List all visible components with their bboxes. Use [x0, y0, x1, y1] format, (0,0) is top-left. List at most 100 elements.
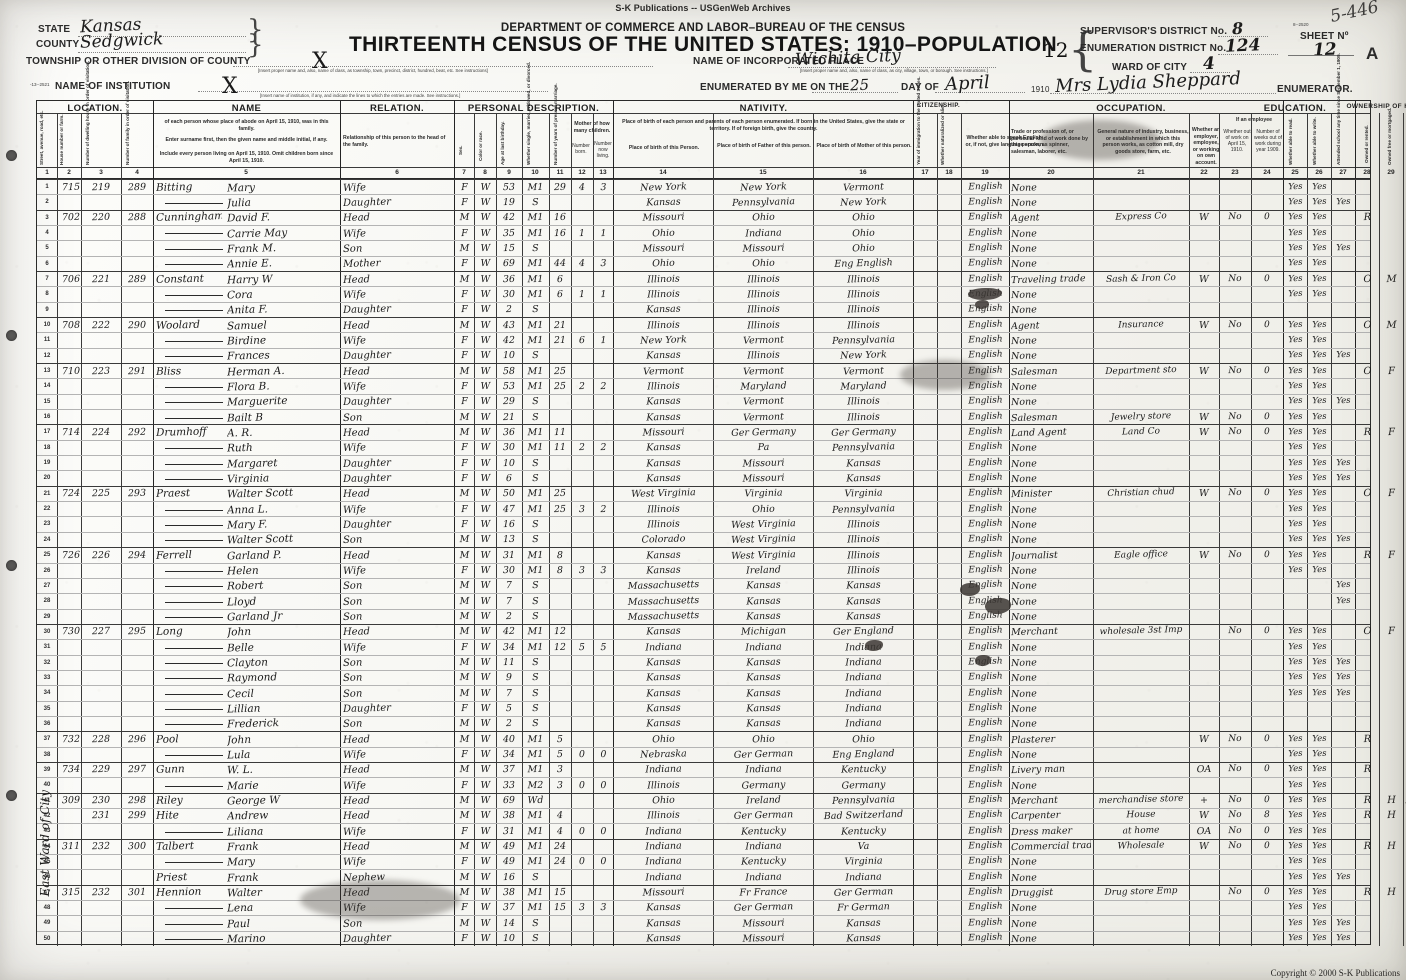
- cell-rel: Daughter: [342, 395, 392, 409]
- table-row[interactable]: 23 Mary F. Daughter F W 16 S Illinois West Virgi…: [37, 516, 1370, 532]
- column-number: 4: [135, 169, 139, 176]
- table-row[interactable]: 12 Frances Daughter F W 10 S Kansas Illinois New …: [37, 347, 1370, 363]
- table-row[interactable]: 11 Birdine Wife F W 42 M1 21 6 1 New York Vermont Pe…: [37, 332, 1370, 347]
- table-row[interactable]: 2 Julia Daughter F W 19 S Kansas Pennsylvania New…: [37, 194, 1370, 209]
- table-row[interactable]: 3 702 220 288 Cunningham David F. Head M W 42 M1 16…: [37, 210, 1406, 226]
- hdr-age: Age at last birthday.: [500, 121, 505, 165]
- table-row[interactable]: 17 714 224 292 Drumhoff A. R. Head M W 36 M1 11 Miss…: [37, 424, 1395, 439]
- table-row[interactable]: 13 710 223 291 Bliss Herman A. Head M W 58 M1 25 Ver…: [37, 363, 1395, 378]
- cell-living: 1: [600, 288, 607, 300]
- cell-read: Yes: [1288, 687, 1303, 698]
- table-row[interactable]: 42 231 299 Hite Andrew Head M W 38 M1 4 Illinois Ger…: [37, 807, 1396, 823]
- table-row[interactable]: 38 Lula Wife F W 34 M1 5 0 0 Nebraska Ger German Eng…: [37, 746, 1370, 762]
- cell-sex: M: [459, 917, 470, 929]
- table-row[interactable]: 31 Belle Wife F W 34 M1 12 5 5 Indiana Indiana India…: [37, 639, 1370, 654]
- column-number: 8: [483, 169, 487, 176]
- table-row[interactable]: 32ClaytonSonMW11SKansasKansasIndianaEngl…: [37, 654, 1370, 670]
- table-row[interactable]: 39 734 229 297 Gunn W. L. Head M W 37 M1 3 Indiana In…: [37, 761, 1371, 777]
- table-row[interactable]: 6 Annie E. Mother F W 69 M1 44 4 3 Ohio Ohio Eng Eng…: [37, 255, 1370, 271]
- ditto-dash: [165, 708, 223, 710]
- table-row[interactable]: 49 Paul Son M W 14 S Kansas Missouri Kansas Englis…: [37, 915, 1370, 930]
- table-row[interactable]: 37 732 228 296 Pool John Head M W 40 M1 5 Ohio Ohio Oh…: [37, 731, 1371, 746]
- table-row[interactable]: 16 Bailt B Son M W 21 S Kansas Vermont Illinois En…: [37, 409, 1370, 424]
- header-column-divider: [813, 113, 814, 179]
- cell-street: 710: [61, 365, 81, 377]
- table-row[interactable]: 35 Lillian Daughter F W 5 S Kansas Kansas Indiana…: [37, 700, 1370, 716]
- table-row[interactable]: 48 Lena Wife F W 37 M1 15 3 3 Kansas Ger German Fr G…: [37, 899, 1370, 915]
- table-row[interactable]: 4 Carrie May Wife F W 35 M1 16 1 1 Ohio Indiana Ohio…: [37, 225, 1370, 240]
- ditto-dash: [165, 601, 223, 603]
- table-row[interactable]: 44 311 232 300 Talbert Frank Head M W 49 M1 24 India…: [37, 838, 1396, 854]
- cell-ms: M1: [527, 181, 544, 193]
- table-row[interactable]: 9 Anita F. Daughter F W 2 S Kansas Illinois Illin…: [37, 301, 1370, 317]
- table-row[interactable]: 41 309 230 298 Riley George W Head M W 69 Wd Ohio Ir…: [37, 792, 1406, 809]
- cell-race: W: [480, 350, 491, 362]
- table-row[interactable]: 5 Frank M. Son M W 15 S Missouri Missouri Ohio Eng…: [37, 240, 1370, 255]
- cell-dwell: 232: [91, 840, 111, 853]
- row-divider: [37, 930, 1370, 932]
- cell-age: 6: [505, 472, 513, 485]
- table-row[interactable]: 14 Flora B. Wife F W 53 M1 25 2 2 Illinois Maryland…: [37, 378, 1370, 393]
- table-row[interactable]: 21 724 225 293 Praest Walter Scott Head M W 50 M1 2…: [37, 485, 1395, 501]
- table-row[interactable]: 24 Walter Scott Son M W 13 S Colorado West Virgi…: [37, 531, 1370, 547]
- table-row[interactable]: 45 Mary Wife F W 49 M1 24 0 0 Indiana Kentucky Virgi…: [37, 853, 1370, 869]
- cell-sex: F: [461, 779, 468, 791]
- table-row[interactable]: 25 726 226 294 Ferrell Garland P. Head M W 31 M1 8 K…: [37, 547, 1395, 562]
- table-row[interactable]: 1 715 219 289 Bitting Mary Wife F W 53 M1 29 4 3 New Y…: [37, 179, 1370, 194]
- row-divider: [37, 777, 1370, 779]
- table-row[interactable]: 47 315 232 301 Hennion Walter Head M W 38 M1 15 Miss…: [37, 884, 1396, 900]
- table-row[interactable]: 34 Cecil Son M W 7 S Kansas Kansas Indiana English…: [37, 685, 1370, 700]
- cell-sex: F: [461, 396, 468, 408]
- cell-age: 43: [502, 319, 516, 331]
- table-row[interactable]: 33 Raymond Son M W 9 S Kansas Kansas Indiana Engli…: [37, 669, 1370, 685]
- cell-lang: English: [968, 549, 1003, 561]
- cell-write: Yes: [1312, 902, 1327, 913]
- table-row[interactable]: 27 Robert Son M W 7 S Massachusetts Kansas Kansas…: [37, 577, 1370, 593]
- enumerated-day: 25: [849, 75, 870, 95]
- cell-n: 5: [45, 245, 49, 252]
- name-desc-1: of each person whose place of abode on A…: [164, 119, 329, 132]
- cell-race: W: [480, 595, 491, 607]
- table-row[interactable]: 19 Margaret Daughter F W 10 S Kansas Missouri Kan…: [37, 455, 1370, 470]
- column-number: 7: [462, 169, 466, 176]
- table-row[interactable]: 18 Ruth Wife F W 30 M1 11 2 2 Kansas Pa Pennsylvania…: [37, 439, 1370, 455]
- cell-school: Yes: [1336, 595, 1351, 606]
- table-row[interactable]: 28 Lloyd Son M W 7 S Massachusetts Kansas Kansas E…: [37, 593, 1370, 608]
- ditto-dash: [165, 616, 223, 618]
- cell-read: Yes: [1288, 472, 1303, 484]
- table-row[interactable]: 22 Anna L. Wife F W 47 M1 25 3 2 Illinois Ohio Penns…: [37, 501, 1370, 516]
- row-divider: [37, 286, 1370, 288]
- cell-race: W: [480, 886, 491, 899]
- table-row[interactable]: 8 Cora Wife F W 30 M1 6 1 1 Illinois Illinois Illino…: [37, 286, 1370, 301]
- table-row[interactable]: 26 Helen Wife F W 30 M1 8 3 3 Kansas Ireland Illinoi…: [37, 562, 1370, 578]
- cell-wks: 0: [1263, 626, 1270, 637]
- cell-school: Yes: [1336, 672, 1351, 683]
- ditto-dash: [165, 540, 223, 542]
- ink-blot: [975, 655, 991, 666]
- hdr-street: Street, avenue, road, etc.: [39, 110, 44, 165]
- cell-rel: Son: [342, 718, 363, 731]
- cell-n: 7: [45, 276, 49, 283]
- cell-ms: S: [532, 411, 539, 423]
- table-row[interactable]: 7 706 221 289 Constant Harry W Head M W 36 M1 6 Illi…: [37, 271, 1397, 286]
- table-row[interactable]: 40 Marie Wife F W 33 M2 3 0 0 Illinois Germany Germa…: [37, 777, 1370, 792]
- cell-write: Yes: [1312, 503, 1327, 514]
- table-row[interactable]: 15 Marguerite Daughter F W 29 S Kansas Vermont Il…: [37, 393, 1370, 409]
- cell-street: 726: [61, 549, 81, 561]
- cell-lang: English: [968, 472, 1003, 484]
- table-row[interactable]: 50 Marino Daughter F W 10 S Kansas Missouri Kansa…: [37, 930, 1370, 946]
- cell-rel: Head: [342, 626, 371, 639]
- table-row[interactable]: 30 730 227 295 Long John Head M W 42 M1 12 Kansas Mic…: [37, 623, 1395, 639]
- row-divider: [37, 869, 1370, 871]
- table-row[interactable]: 46 Priest Frank Nephew M W 16 S Indiana Indiana In…: [37, 869, 1370, 884]
- table-row[interactable]: 29 Garland Jr Son M W 2 S Massachusetts Kansas Ka…: [37, 608, 1370, 624]
- cell-free: M: [1386, 319, 1397, 331]
- table-row[interactable]: 10 708 222 290 Woolard Samuel Head M W 43 M1 21 Illi…: [37, 317, 1397, 332]
- cell-own: O: [1363, 319, 1372, 331]
- cell-living: 2: [600, 380, 607, 392]
- table-row[interactable]: 36 Frederick Son M W 2 S Kansas Kansas Indiana Eng…: [37, 715, 1370, 731]
- table-row[interactable]: 43 Liliana Wife F W 31 M1 4 0 0 Indiana Kentucky Ken…: [37, 823, 1370, 838]
- ditto-dash: [165, 908, 223, 910]
- cell-oow: No: [1228, 488, 1242, 499]
- table-row[interactable]: 20 Virginia Daughter F W 6 S Kansas Missouri Kans…: [37, 470, 1370, 485]
